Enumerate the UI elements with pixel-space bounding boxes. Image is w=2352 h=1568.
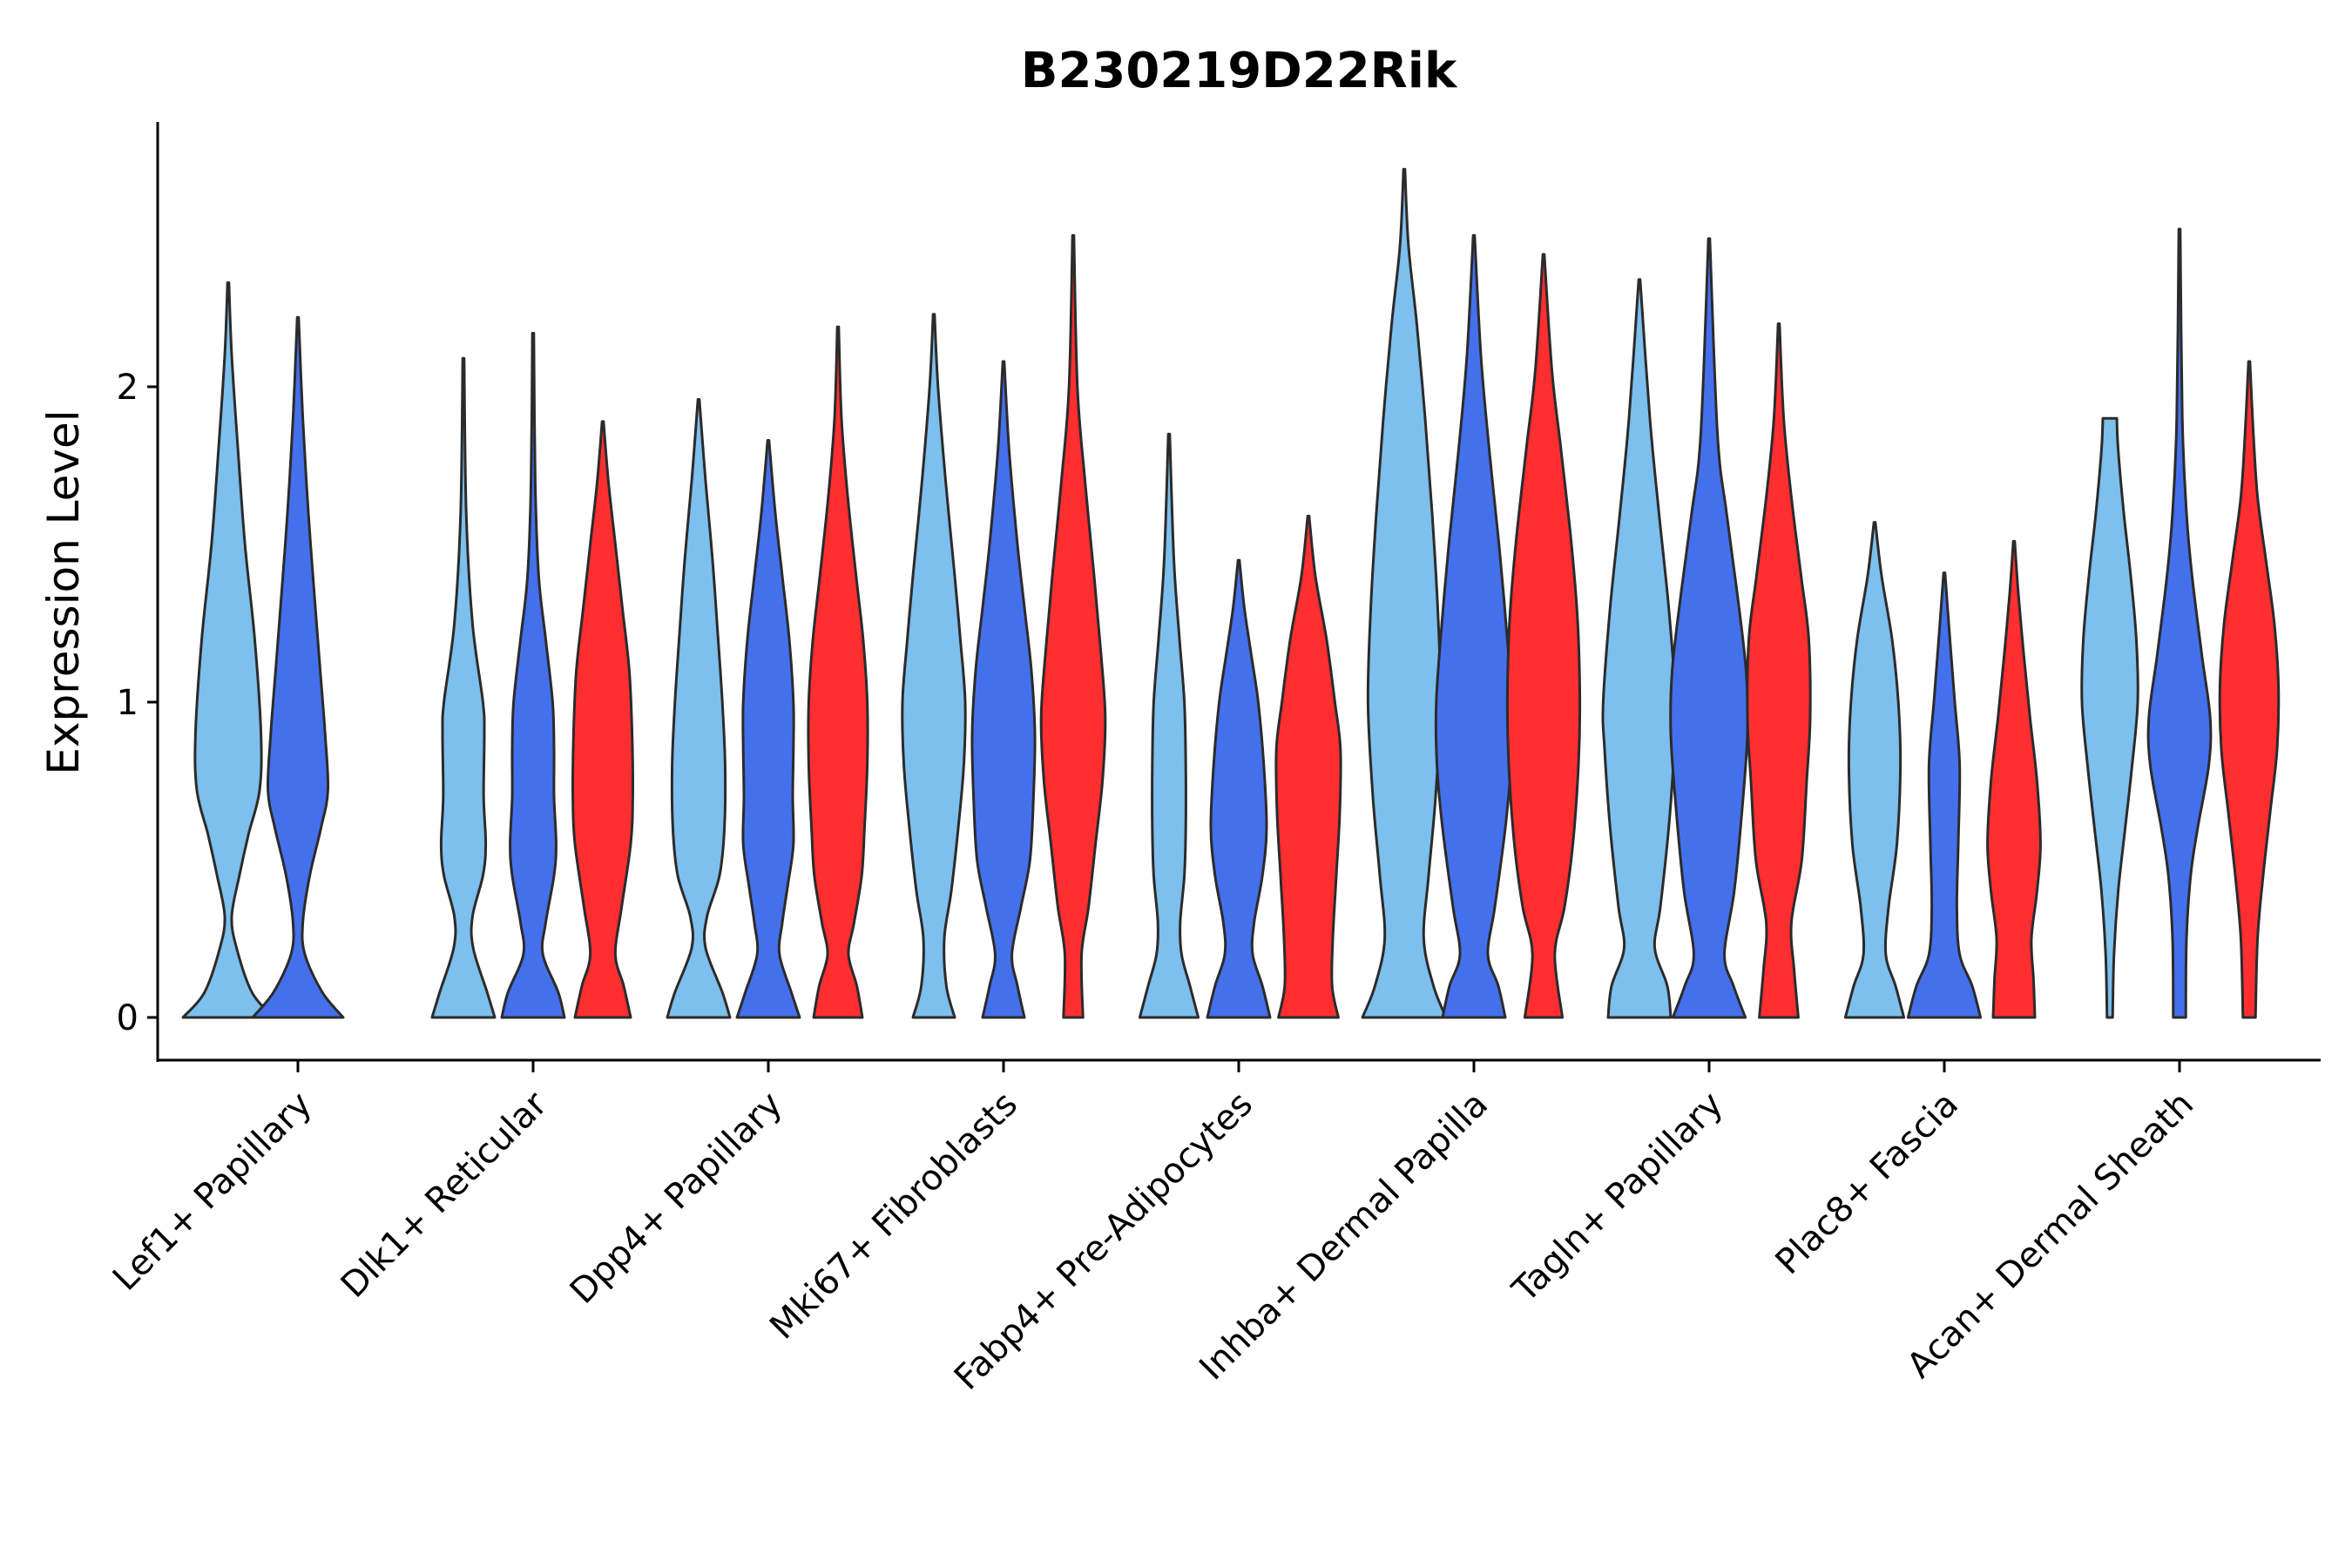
y-axis-ticks: 0 1 2 bbox=[117, 368, 158, 1038]
y-tick-label: 0 bbox=[117, 998, 139, 1038]
violin-dpp4-papillary-group3 bbox=[807, 325, 869, 1019]
violin-dlk1-reticular-group1 bbox=[430, 356, 497, 1019]
violin-acan-dermal-sheath-group2 bbox=[2146, 227, 2213, 1019]
y-tick-label: 2 bbox=[117, 368, 139, 408]
violin-fabp4-pre-adipocytes-group2 bbox=[1206, 558, 1272, 1019]
violin-lef1-papillary-group2 bbox=[251, 315, 345, 1019]
y-axis-title: Expression Level bbox=[38, 409, 89, 774]
violin-tagln-papillary-group3 bbox=[1746, 322, 1812, 1019]
violin-acan-dermal-sheath-group3 bbox=[2218, 360, 2281, 1019]
x-axis-ticks: Lef1+ Papillary Dlk1+ Reticular Dpp4+ Papi… bbox=[105, 1060, 2201, 1398]
violin-plac8-fascia-group2 bbox=[1906, 571, 1983, 1019]
x-tick-label: Lef1+ Papillary bbox=[105, 1085, 320, 1299]
x-tick-label: Dpp4+ Papillary bbox=[563, 1085, 790, 1312]
violin-dlk1-reticular-group3 bbox=[571, 420, 634, 1019]
violin-plac8-fascia-group1 bbox=[1843, 521, 1906, 1019]
x-tick-label: Plac8+ Fascia bbox=[1768, 1085, 1967, 1283]
y-tick-label: 1 bbox=[117, 683, 139, 723]
violin-lef1-papillary-group1 bbox=[181, 281, 275, 1019]
violin-inhba-dermal-papilla-group2 bbox=[1434, 233, 1514, 1019]
violin-fabp4-pre-adipocytes-group3 bbox=[1274, 514, 1342, 1019]
x-tick-label: Tagln+ Papillary bbox=[1504, 1085, 1731, 1311]
violin-dlk1-reticular-group2 bbox=[500, 331, 566, 1019]
violin-plac8-fascia-group3 bbox=[1986, 539, 2042, 1019]
violin-fabp4-pre-adipocytes-group1 bbox=[1138, 432, 1200, 1019]
x-tick-label: Dlk1+ Reticular bbox=[334, 1084, 556, 1306]
violin-dpp4-papillary-group2 bbox=[735, 439, 801, 1019]
violin-inhba-dermal-papilla-group3 bbox=[1505, 253, 1582, 1019]
violins bbox=[181, 167, 2281, 1019]
violin-tagln-papillary-group2 bbox=[1669, 237, 1749, 1019]
violin-mki67-fibroblasts-group3 bbox=[1039, 233, 1107, 1019]
violin-tagln-papillary-group1 bbox=[1601, 278, 1678, 1019]
violin-acan-dermal-sheath-group1 bbox=[2080, 416, 2139, 1019]
violin-mki67-fibroblasts-group1 bbox=[901, 313, 967, 1019]
violin-mki67-fibroblasts-group2 bbox=[970, 360, 1037, 1019]
chart-title: B230219D22Rik bbox=[1021, 43, 1458, 99]
violin-inhba-dermal-papilla-group1 bbox=[1361, 167, 1448, 1019]
x-tick-label: Mki67+ Fibroblasts bbox=[762, 1085, 1025, 1348]
violin-dpp4-papillary-group1 bbox=[666, 397, 732, 1019]
